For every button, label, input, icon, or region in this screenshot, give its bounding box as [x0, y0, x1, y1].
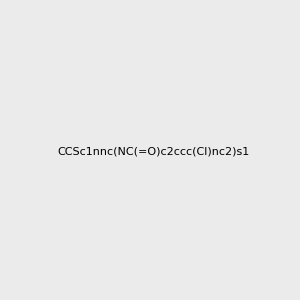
Text: CCSc1nnc(NC(=O)c2ccc(Cl)nc2)s1: CCSc1nnc(NC(=O)c2ccc(Cl)nc2)s1 [58, 146, 250, 157]
